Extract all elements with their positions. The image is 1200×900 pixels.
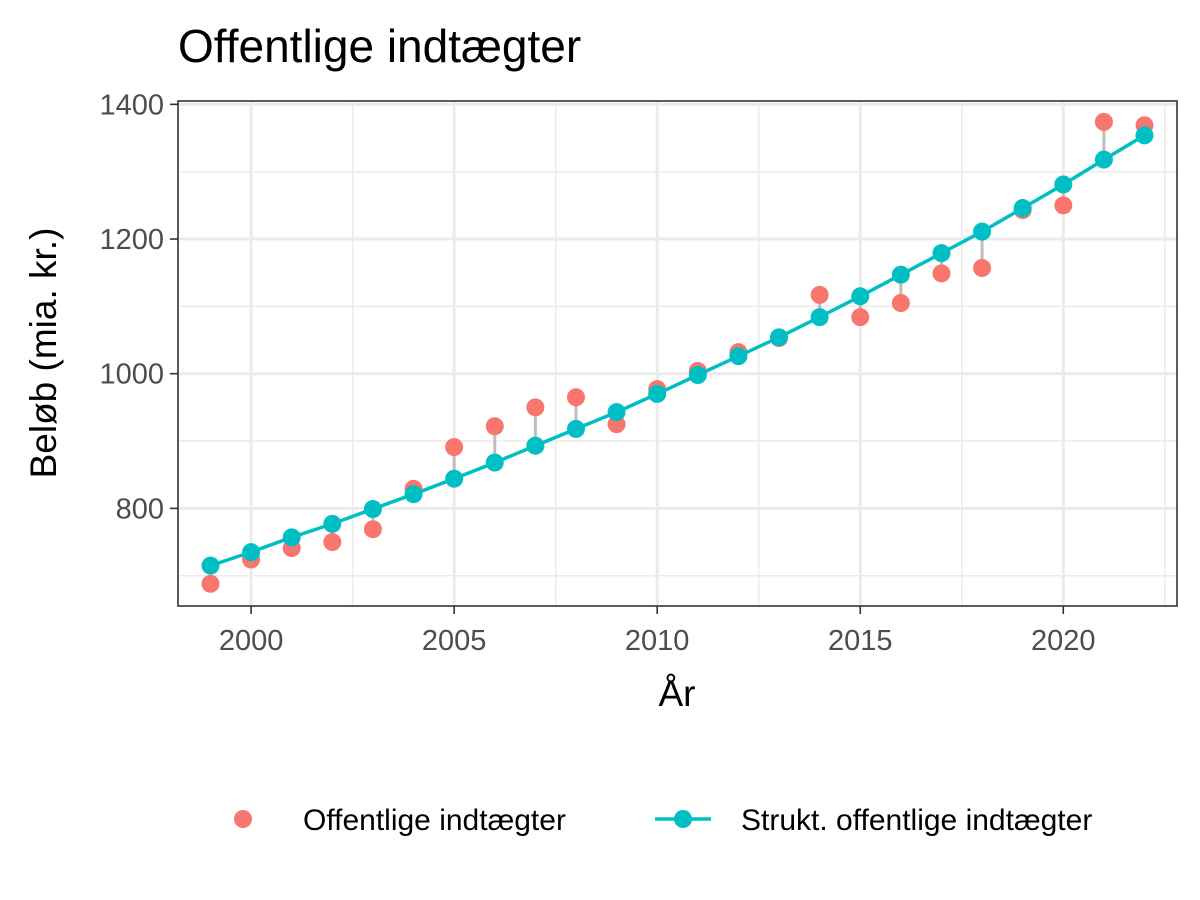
point-strukt — [485, 453, 504, 472]
struct-line — [201, 126, 1154, 575]
y-axis-title: Beløb (mia. kr.) — [23, 228, 64, 479]
point-strukt — [323, 514, 342, 533]
point-strukt — [810, 308, 829, 327]
point-offentlige — [810, 285, 829, 304]
y-tick-label: 800 — [116, 493, 164, 525]
point-strukt — [363, 500, 382, 519]
point-offentlige — [932, 264, 951, 283]
x-tick-label: 2005 — [422, 625, 487, 657]
x-tick-label: 2010 — [625, 625, 690, 657]
x-tick-label: 2015 — [828, 625, 893, 657]
point-offentlige — [323, 533, 342, 552]
x-tick-label: 2020 — [1031, 625, 1096, 657]
point-strukt — [932, 244, 951, 263]
line-strukt — [209, 133, 1146, 568]
point-strukt — [526, 436, 545, 455]
point-strukt — [445, 469, 464, 488]
legend: Offentlige indtægter Strukt. offentlige … — [234, 804, 1092, 837]
point-offentlige — [973, 258, 992, 277]
legend-key-offentlige — [234, 810, 252, 828]
point-strukt — [282, 528, 301, 547]
x-axis: 2000 2005 2010 2015 2020 — [219, 606, 1096, 657]
point-strukt — [729, 347, 748, 366]
point-offentlige — [363, 520, 382, 539]
plot-panel-border — [177, 100, 1178, 607]
legend-key-strukt-point — [674, 810, 692, 828]
point-strukt — [851, 287, 870, 306]
point-strukt — [404, 485, 423, 504]
point-strukt — [1013, 199, 1032, 218]
point-strukt — [607, 403, 626, 422]
chart-title: Offentlige indtægter — [178, 20, 581, 72]
point-offentlige — [1094, 112, 1113, 131]
gap-segments — [208, 121, 1147, 584]
point-strukt — [1135, 126, 1154, 145]
y-axis: 800 1000 1200 1400 — [99, 89, 178, 525]
point-offentlige — [485, 417, 504, 436]
grid — [178, 101, 1177, 606]
point-offentlige — [566, 388, 585, 407]
point-offentlige — [445, 438, 464, 457]
y-tick-label: 1000 — [99, 359, 164, 391]
point-strukt — [1094, 150, 1113, 169]
x-tick-label: 2000 — [219, 625, 284, 657]
point-strukt — [242, 543, 261, 562]
point-offentlige — [851, 308, 870, 327]
point-offentlige — [1054, 196, 1073, 215]
point-strukt — [1054, 175, 1073, 194]
point-offentlige — [201, 574, 220, 593]
legend-label-strukt: Strukt. offentlige indtægter — [741, 804, 1092, 837]
y-tick-label: 1400 — [99, 89, 164, 121]
y-tick-label: 1200 — [99, 224, 164, 256]
point-offentlige — [526, 398, 545, 417]
point-strukt — [770, 328, 789, 347]
point-strukt — [688, 366, 707, 385]
point-strukt — [648, 384, 667, 403]
point-strukt — [566, 419, 585, 438]
point-strukt — [201, 556, 220, 575]
legend-label-offentlige: Offentlige indtægter — [303, 804, 566, 837]
point-strukt — [891, 265, 910, 284]
point-strukt — [973, 222, 992, 241]
point-offentlige — [891, 294, 910, 312]
x-axis-title: År — [659, 673, 696, 714]
